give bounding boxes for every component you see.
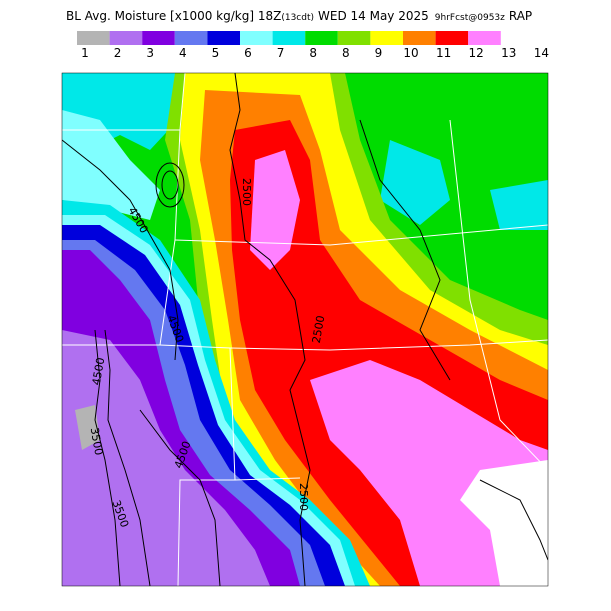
colorbar-swatch	[435, 31, 469, 45]
colorbar-label: 7	[277, 46, 285, 60]
contour-label: 2500	[310, 314, 328, 344]
colorbar-swatch	[305, 31, 338, 45]
colorbar: 1 2 3 4 5 6 7 8 8 9 10 11 12 13 14	[77, 31, 549, 60]
contours	[62, 73, 548, 586]
field-white	[460, 460, 548, 586]
contour-line	[94, 329, 121, 586]
colorbar-label: 10	[403, 46, 418, 60]
title-main: BL Avg. Moisture [x1000 kg/kg] 18Z	[66, 9, 281, 23]
contour-line	[229, 73, 311, 586]
border	[229, 339, 548, 351]
title-time: (13cdt)	[281, 13, 314, 23]
contour-line	[104, 329, 151, 586]
border	[174, 224, 548, 246]
colorbar-swatch	[174, 31, 208, 45]
field-lightpurple	[62, 330, 270, 586]
colorbar-label: 3	[146, 46, 154, 60]
field-cyan-ne	[490, 180, 548, 230]
title: BL Avg. Moisture [x1000 kg/kg] 18Z(13cdt…	[66, 9, 532, 23]
colorbar-label: 5	[212, 46, 220, 60]
border	[449, 119, 548, 471]
colorbar-label: 6	[244, 46, 252, 60]
title-forecast: 9hrFcst@0953z	[435, 13, 505, 23]
field-pink-north	[250, 150, 300, 270]
contour-label: 2500	[297, 483, 310, 511]
contour-line	[161, 170, 179, 200]
colorbar-swatch	[142, 31, 175, 45]
field-lightcyan	[62, 110, 160, 220]
contour-line	[155, 162, 185, 208]
colorbar-label: 1	[81, 46, 89, 60]
title-model: RAP	[509, 9, 532, 23]
field-gray	[75, 405, 100, 450]
colorbar-label: 11	[436, 46, 451, 60]
field-pink-south	[310, 360, 548, 586]
contour-label: 4500	[90, 356, 108, 386]
contour-line	[479, 479, 548, 561]
colorbar-swatch	[403, 31, 436, 45]
contour-line	[359, 119, 451, 381]
contour-line	[62, 139, 179, 361]
colorbar-swatch	[207, 31, 240, 45]
colorbar-label: 8	[342, 46, 350, 60]
colorbar-swatch	[272, 31, 306, 45]
contour-label: 2500	[240, 178, 253, 206]
colorbar-swatch	[240, 31, 273, 45]
colorbar-label: 14	[534, 46, 549, 60]
colorbar-swatch	[77, 31, 110, 45]
colorbar-swatch	[468, 31, 501, 45]
contour-line	[139, 409, 221, 586]
colorbar-label: 4	[179, 46, 187, 60]
colorbar-swatch	[109, 31, 143, 45]
title-valid: WED 14 May 2025	[318, 9, 429, 23]
colorbar-swatch	[370, 31, 403, 45]
colorbar-label: 12	[469, 46, 484, 60]
colorbar-label: 9	[375, 46, 383, 60]
field-cyan-east	[380, 140, 450, 225]
colorbar-label: 8	[309, 46, 317, 60]
map-frame	[61, 72, 549, 587]
contour-label: 3500	[88, 426, 106, 456]
border	[234, 477, 301, 481]
colorbar-swatch	[337, 31, 371, 45]
colorbar-label: 2	[114, 46, 122, 60]
colorbar-label: 13	[501, 46, 516, 60]
